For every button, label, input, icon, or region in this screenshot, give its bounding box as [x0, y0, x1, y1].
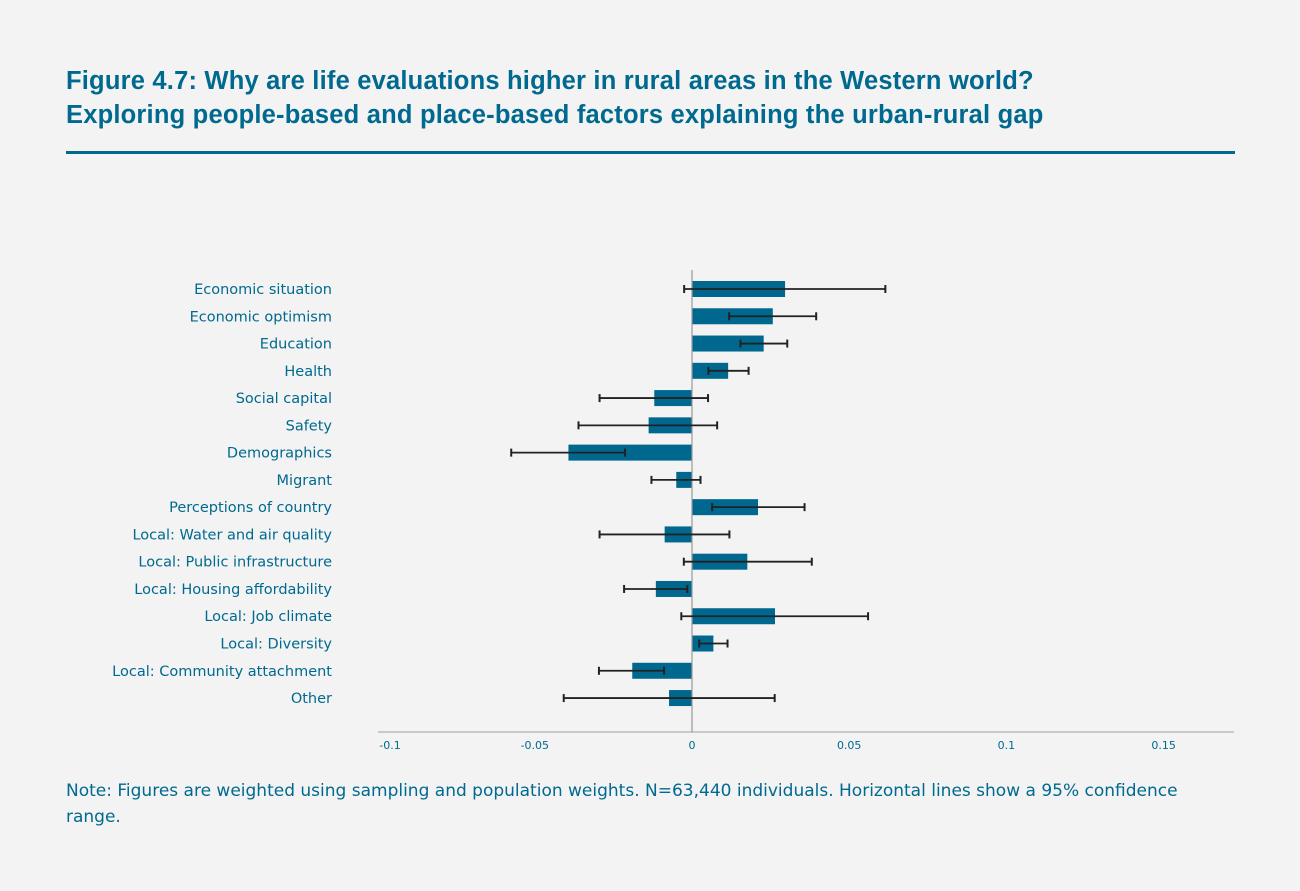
category-label: Social capital: [236, 391, 332, 407]
figure-title: Figure 4.7: Why are life evaluations hig…: [66, 64, 1044, 132]
category-label: Migrant: [277, 473, 333, 489]
category-label: Local: Community attachment: [112, 664, 332, 680]
category-label: Demographics: [227, 446, 332, 462]
category-label: Local: Water and air quality: [132, 527, 332, 543]
category-label: Education: [260, 337, 332, 353]
x-tick-label: 0: [689, 739, 696, 752]
category-label: Health: [284, 364, 332, 380]
x-tick-label: 0.15: [1151, 739, 1176, 752]
category-label: Local: Diversity: [220, 637, 332, 653]
x-tick-label: -0.1: [379, 739, 400, 752]
category-label: Local: Public infrastructure: [138, 555, 332, 571]
title-line-1: Figure 4.7: Why are life evaluations hig…: [66, 67, 1034, 95]
title-divider: [66, 151, 1235, 154]
category-label: Safety: [286, 418, 333, 434]
figure-note: Note: Figures are weighted using samplin…: [66, 781, 1178, 827]
x-tick-label: 0.05: [837, 739, 862, 752]
category-label: Economic situation: [194, 282, 332, 298]
bar: [568, 444, 692, 461]
category-label: Local: Housing affordability: [134, 582, 332, 598]
category-label: Economic optimism: [190, 309, 332, 325]
x-tick-label: -0.05: [521, 739, 549, 752]
category-label: Local: Job climate: [204, 609, 332, 625]
bar: [692, 335, 764, 352]
title-line-2: Exploring people-based and place-based f…: [66, 101, 1044, 129]
category-label: Perceptions of country: [169, 500, 332, 516]
x-tick-label: 0.1: [998, 739, 1016, 752]
category-label: Other: [291, 691, 332, 707]
